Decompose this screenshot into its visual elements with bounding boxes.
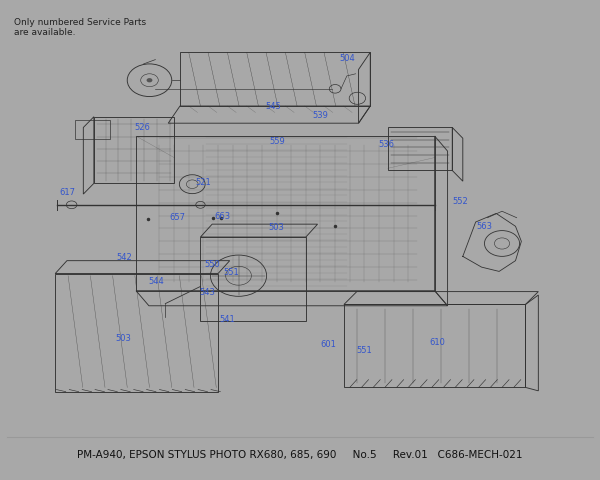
Text: 601: 601: [320, 340, 336, 349]
Text: 550: 550: [204, 260, 220, 269]
Text: Only numbered Service Parts
are available.: Only numbered Service Parts are availabl…: [14, 18, 146, 37]
Text: 559: 559: [270, 137, 286, 146]
Text: 526: 526: [134, 123, 150, 132]
Text: 503: 503: [269, 223, 284, 232]
Text: 545: 545: [266, 102, 281, 111]
Text: 543: 543: [200, 288, 215, 298]
Text: 544: 544: [149, 277, 164, 286]
Text: 663: 663: [215, 212, 231, 221]
Text: 657: 657: [169, 213, 185, 222]
Text: 503: 503: [115, 335, 131, 343]
Text: 552: 552: [452, 197, 468, 206]
Text: 551: 551: [356, 346, 372, 355]
Text: 504: 504: [339, 54, 355, 63]
Text: 551: 551: [223, 268, 239, 277]
Text: 541: 541: [219, 315, 235, 324]
Text: 563: 563: [476, 222, 493, 231]
Text: 542: 542: [116, 253, 132, 262]
Text: 536: 536: [379, 140, 395, 149]
Circle shape: [146, 78, 152, 83]
Text: 521: 521: [196, 178, 211, 187]
Text: PM-A940, EPSON STYLUS PHOTO RX680, 685, 690     No.5     Rev.01   C686-MECH-021: PM-A940, EPSON STYLUS PHOTO RX680, 685, …: [77, 450, 523, 460]
Text: 617: 617: [59, 188, 75, 197]
Text: 610: 610: [430, 338, 446, 347]
Text: 539: 539: [313, 111, 328, 120]
